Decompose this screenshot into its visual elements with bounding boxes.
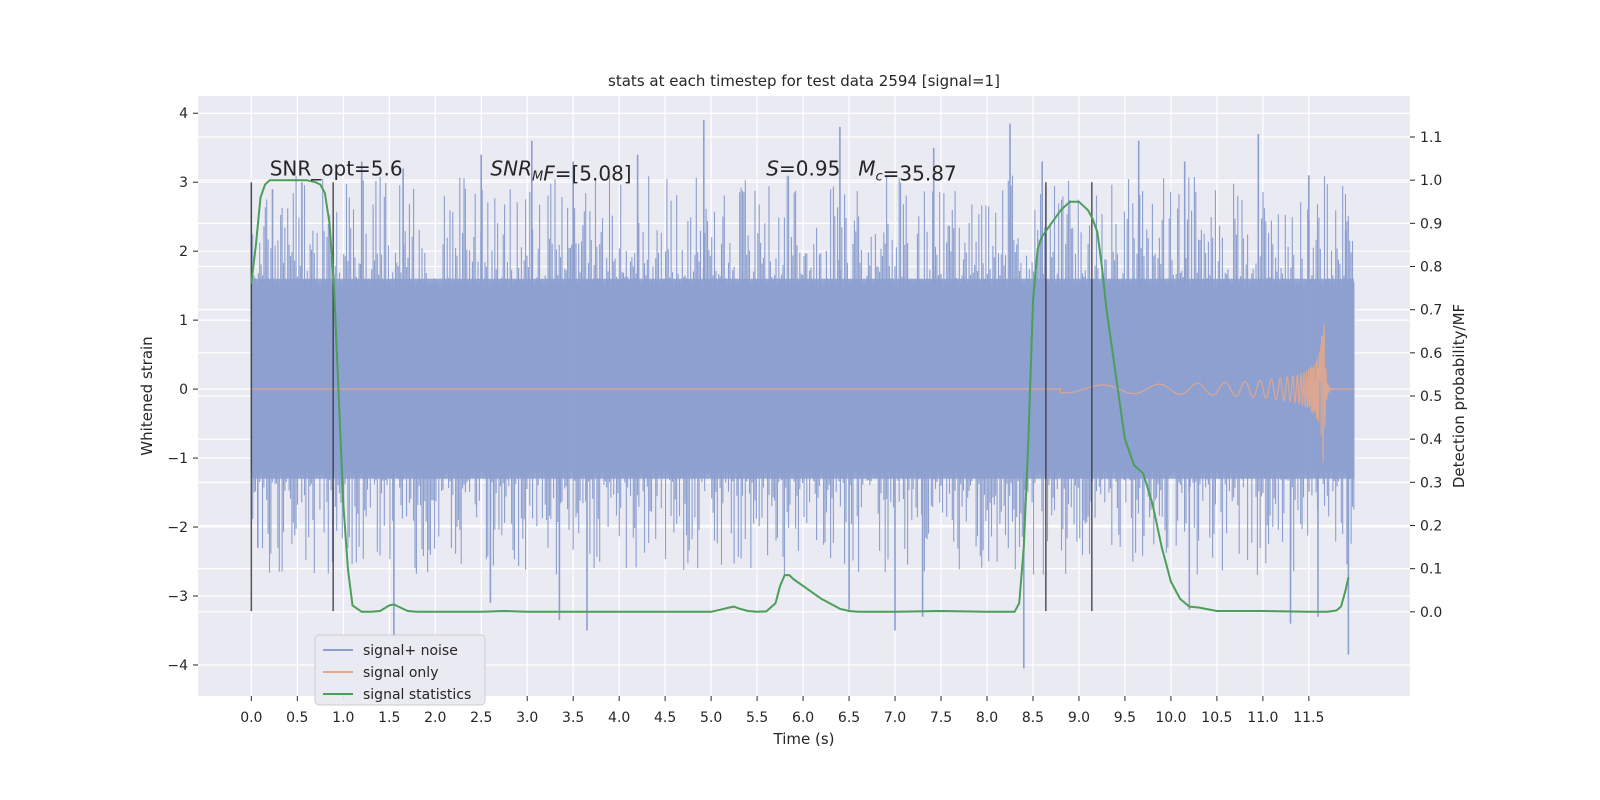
axis-ticks: 0.0 0.5 1.0 1.5 2.0 2.5 3.0 3.5 4.0 4.5 5.0 5.5 6.0 6… [167, 106, 1442, 726]
y-left-tick-label: −1 [167, 451, 188, 467]
x-tick-label: 10.0 [1155, 710, 1186, 726]
signal-only-line [251, 323, 1354, 463]
y-left-tick-label: 1 [179, 313, 188, 329]
x-tick-label: 8.0 [976, 710, 998, 726]
x-tick-label: 1.0 [332, 710, 354, 726]
x-tick-label: 6.0 [792, 710, 814, 726]
x-tick-label: 10.5 [1201, 710, 1232, 726]
x-tick-label: 9.5 [1114, 710, 1136, 726]
x-tick-label: 11.5 [1293, 710, 1324, 726]
x-tick-label: 2.0 [424, 710, 446, 726]
signal-only-series [251, 323, 1354, 463]
y-right-tick-label: 0.0 [1420, 605, 1442, 621]
y-left-tick-label: −2 [167, 520, 188, 536]
x-tick-label: 1.5 [378, 710, 400, 726]
x-tick-label: 7.0 [884, 710, 906, 726]
annotation: SNRMF=[5.08] [490, 156, 631, 185]
vertical-markers [250, 182, 1093, 612]
y-left-tick-label: 4 [179, 106, 188, 122]
x-tick-label: 11.0 [1247, 710, 1278, 726]
y-right-tick-label: 0.5 [1420, 389, 1442, 405]
y-right-tick-label: 0.9 [1420, 216, 1442, 232]
x-tick-label: 8.5 [1022, 710, 1044, 726]
legend-label: signal+ noise [363, 643, 458, 659]
signal-statistics-line [250, 179, 1350, 613]
legend-label: signal statistics [363, 687, 471, 703]
y-right-tick-label: 0.8 [1420, 260, 1442, 276]
y-right-tick-label: 0.6 [1420, 346, 1442, 362]
y-left-tick-label: 0 [179, 382, 188, 398]
y-left-tick-label: 3 [179, 175, 188, 191]
y-right-tick-label: 0.4 [1420, 432, 1442, 448]
legend: signal+ noise signal only signal statistic… [314, 634, 486, 706]
y-left-tick-label: −3 [167, 589, 188, 605]
x-tick-label: 2.5 [470, 710, 492, 726]
x-tick-label: 4.5 [654, 710, 676, 726]
x-axis-label: Time (s) [773, 730, 835, 748]
noise-peaks [257, 120, 1350, 669]
x-tick-label: 5.0 [700, 710, 722, 726]
annotations: SNR_opt=5.6 SNRMF=[5.08] S=0.95 Mc=35.87 [270, 156, 957, 185]
y-right-tick-label: 0.1 [1420, 562, 1442, 578]
y-right-tick-label: 0.2 [1420, 518, 1442, 534]
y-right-tick-label: 1.0 [1420, 173, 1442, 189]
x-tick-label: 4.0 [608, 710, 630, 726]
annotation: SNR_opt=5.6 [270, 156, 403, 180]
x-tick-label: 3.0 [516, 710, 538, 726]
y-right-tick-label: 0.3 [1420, 475, 1442, 491]
legend-label: signal only [363, 665, 438, 681]
x-tick-label: 0.5 [286, 710, 308, 726]
x-tick-label: 9.0 [1068, 710, 1090, 726]
signal-noise-series [250, 120, 1355, 669]
x-tick-label: 7.5 [930, 710, 952, 726]
x-tick-label: 6.5 [838, 710, 860, 726]
y-axis-label-right: Detection probability/MF [1450, 304, 1468, 488]
y-right-tick-label: 0.7 [1420, 303, 1442, 319]
y-right-tick-label: 1.1 [1420, 130, 1442, 146]
y-left-tick-label: −4 [167, 658, 188, 674]
x-tick-label: 3.5 [562, 710, 584, 726]
legend-box [314, 634, 486, 706]
annotation: S=0.95 [766, 156, 840, 180]
x-tick-label: 0.0 [240, 710, 262, 726]
x-tick-label: 5.5 [746, 710, 768, 726]
chart-title: stats at each timestep for test data 259… [608, 72, 1000, 90]
signal-statistics-series [250, 179, 1350, 613]
y-left-tick-label: 2 [179, 244, 188, 260]
annotation: Mc=35.87 [858, 156, 956, 185]
y-axis-label-left: Whitened strain [138, 336, 156, 455]
